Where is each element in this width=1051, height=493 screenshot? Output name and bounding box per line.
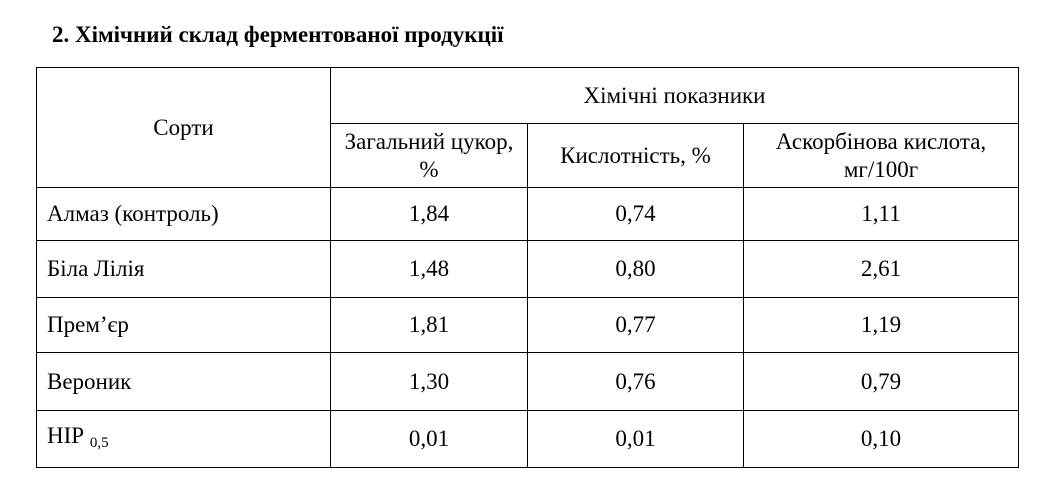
table-row: Алмаз (контроль) 1,84 0,74 1,11 — [36, 187, 1019, 241]
variety-cell: Біла Лілія — [36, 240, 331, 298]
value-cell: 1,81 — [330, 297, 528, 353]
header-cell: Кислотність, % — [527, 123, 744, 188]
value-cell: 0,01 — [527, 410, 744, 468]
value-cell: 0,01 — [330, 410, 528, 468]
lsd-subscript: 0,5 — [89, 434, 109, 451]
value-cell: 0,74 — [527, 187, 744, 241]
value-cell: 0,10 — [743, 410, 1019, 468]
title: 2. Хімічний склад ферментованої продукці… — [52, 22, 504, 47]
header-cell: Аскорбінова кислота, мг/100г — [743, 123, 1019, 188]
lsd-label-cell: НІР 0,5 — [36, 410, 331, 468]
table-body: Сорти Хімічні показники Загальний цукор,… — [36, 67, 1019, 468]
table: Сорти Хімічні показники Загальний цукор,… — [36, 67, 1019, 468]
table-row: Біла Лілія 1,48 0,80 2,61 — [36, 240, 1019, 298]
lsd-label: НІР — [47, 422, 85, 448]
value-cell: 1,19 — [743, 297, 1019, 353]
value-cell: 0,80 — [527, 240, 744, 298]
lsd-row: НІР 0,5 0,01 0,01 0,10 — [36, 410, 1019, 468]
value-cell: 1,30 — [330, 352, 528, 411]
value-cell: 1,84 — [330, 187, 528, 241]
header-row: Загальний цукор, % Кислотність, % Аскорб… — [37, 123, 1019, 188]
header-cell: Сорти — [36, 67, 331, 188]
variety-cell: Прем’єр — [36, 297, 331, 353]
variety-cell: Алмаз (контроль) — [36, 187, 331, 241]
value-cell: 1,11 — [743, 187, 1019, 241]
value-cell: 0,76 — [527, 352, 744, 411]
table-row: Прем’єр 1,81 0,77 1,19 — [36, 297, 1019, 353]
value-cell: 2,61 — [743, 240, 1019, 298]
value-cell: 0,77 — [527, 297, 744, 353]
header-row: Сорти Хімічні показники — [36, 67, 1019, 188]
header-cell: Загальний цукор, % — [330, 123, 528, 188]
value-cell: 1,48 — [330, 240, 528, 298]
header-cell: Хімічні показники — [330, 67, 1019, 124]
variety-cell: Вероник — [36, 352, 331, 411]
value-cell: 0,79 — [743, 352, 1019, 411]
table-row: Вероник 1,30 0,76 0,79 — [36, 352, 1019, 411]
